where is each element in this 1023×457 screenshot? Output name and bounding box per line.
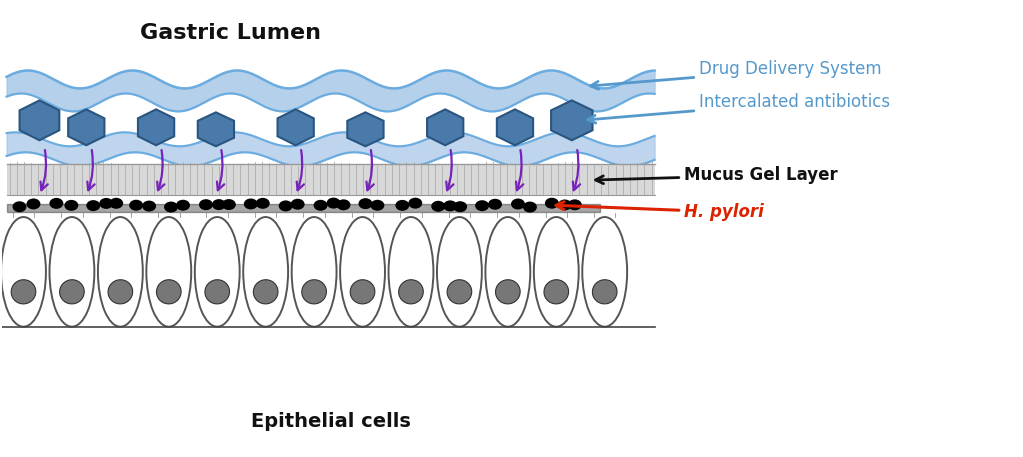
Ellipse shape <box>64 202 79 213</box>
Ellipse shape <box>389 217 434 327</box>
Ellipse shape <box>109 198 123 209</box>
Ellipse shape <box>278 198 293 209</box>
Ellipse shape <box>146 217 191 327</box>
Ellipse shape <box>512 200 525 211</box>
Ellipse shape <box>568 199 582 210</box>
Ellipse shape <box>1 217 46 327</box>
Ellipse shape <box>495 280 520 304</box>
Ellipse shape <box>475 200 489 211</box>
Ellipse shape <box>437 217 482 327</box>
Ellipse shape <box>558 200 572 211</box>
Polygon shape <box>277 109 314 145</box>
Ellipse shape <box>176 201 190 212</box>
Ellipse shape <box>11 280 36 304</box>
Ellipse shape <box>545 198 559 209</box>
Ellipse shape <box>370 201 385 212</box>
Text: Intercalated antibiotics: Intercalated antibiotics <box>587 93 891 123</box>
Ellipse shape <box>592 280 617 304</box>
Ellipse shape <box>408 201 422 212</box>
Ellipse shape <box>99 198 114 209</box>
Ellipse shape <box>453 201 468 212</box>
Text: Mucus Gel Layer: Mucus Gel Layer <box>595 166 838 184</box>
Ellipse shape <box>212 200 226 211</box>
Ellipse shape <box>98 217 143 327</box>
Polygon shape <box>497 109 533 145</box>
Polygon shape <box>197 112 234 146</box>
Ellipse shape <box>129 199 143 210</box>
Ellipse shape <box>432 202 445 213</box>
Polygon shape <box>138 109 174 145</box>
Ellipse shape <box>108 280 133 304</box>
Ellipse shape <box>49 198 63 209</box>
Ellipse shape <box>254 280 278 304</box>
Ellipse shape <box>488 199 502 210</box>
Ellipse shape <box>292 217 337 327</box>
Polygon shape <box>348 112 384 146</box>
Ellipse shape <box>582 217 627 327</box>
Ellipse shape <box>49 217 94 327</box>
Text: Drug Delivery System: Drug Delivery System <box>590 60 882 89</box>
FancyBboxPatch shape <box>6 164 655 195</box>
Text: H. pylori: H. pylori <box>557 202 764 221</box>
Polygon shape <box>69 109 104 145</box>
Ellipse shape <box>243 198 258 209</box>
Ellipse shape <box>164 200 178 211</box>
Ellipse shape <box>443 201 457 212</box>
Ellipse shape <box>326 199 341 210</box>
Ellipse shape <box>243 217 288 327</box>
Ellipse shape <box>302 280 326 304</box>
Ellipse shape <box>358 200 372 211</box>
Text: Epithelial cells: Epithelial cells <box>251 412 410 431</box>
Ellipse shape <box>205 280 229 304</box>
Ellipse shape <box>194 217 239 327</box>
Ellipse shape <box>395 198 409 209</box>
Ellipse shape <box>256 199 270 210</box>
Ellipse shape <box>350 280 374 304</box>
Ellipse shape <box>222 200 236 211</box>
Ellipse shape <box>198 201 213 212</box>
Ellipse shape <box>314 200 327 211</box>
Ellipse shape <box>447 280 472 304</box>
Text: Gastric Lumen: Gastric Lumen <box>140 22 321 43</box>
Polygon shape <box>427 109 463 145</box>
Ellipse shape <box>340 217 385 327</box>
Ellipse shape <box>86 202 100 213</box>
Ellipse shape <box>337 198 351 209</box>
Ellipse shape <box>291 201 305 212</box>
Ellipse shape <box>544 280 569 304</box>
Ellipse shape <box>27 202 41 213</box>
Ellipse shape <box>59 280 84 304</box>
Ellipse shape <box>157 280 181 304</box>
Ellipse shape <box>534 217 579 327</box>
Ellipse shape <box>485 217 530 327</box>
Ellipse shape <box>523 201 537 212</box>
Polygon shape <box>551 101 592 140</box>
Ellipse shape <box>142 198 157 209</box>
Polygon shape <box>19 101 59 140</box>
Ellipse shape <box>399 280 424 304</box>
Ellipse shape <box>12 198 27 209</box>
